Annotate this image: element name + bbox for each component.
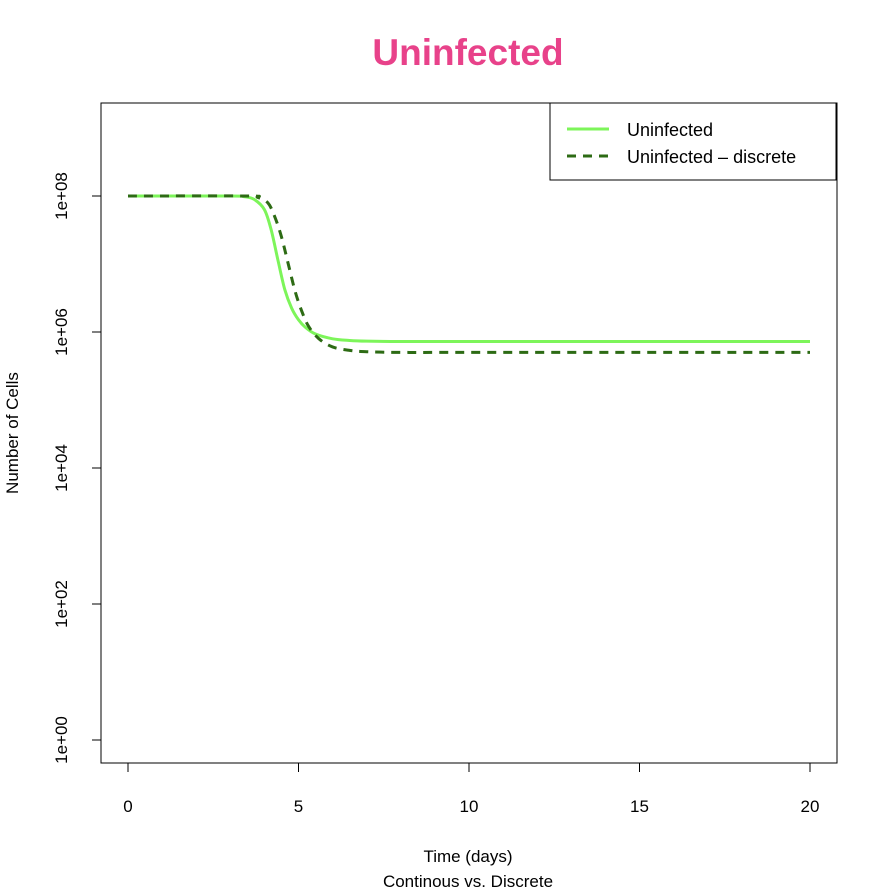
x-tick-label: 20 — [801, 797, 820, 816]
x-axis-label: Time (days) — [423, 847, 512, 866]
x-tick-label: 15 — [630, 797, 649, 816]
y-axis-label: Number of Cells — [3, 372, 22, 494]
legend: Uninfected Uninfected – discrete — [549, 102, 837, 181]
y-tick-label: 1e+00 — [52, 716, 71, 764]
y-axis: 1e+00 1e+02 1e+04 1e+06 1e+08 — [52, 172, 102, 764]
legend-label-uninfected-discrete: Uninfected – discrete — [627, 147, 796, 167]
x-axis: 0 5 10 15 20 — [123, 762, 820, 816]
series-layer — [127, 194, 810, 354]
plot-area-frame — [100, 102, 838, 764]
x-tick-label: 0 — [123, 797, 132, 816]
x-tick-label: 5 — [294, 797, 303, 816]
y-tick-label: 1e+06 — [52, 308, 71, 356]
chart-title: Uninfected — [372, 32, 563, 73]
legend-label-uninfected: Uninfected — [627, 120, 713, 140]
series-line-uninfected — [127, 194, 810, 344]
y-tick-label: 1e+02 — [52, 580, 71, 628]
y-tick-label: 1e+04 — [52, 444, 71, 492]
chart-subtitle: Continous vs. Discrete — [383, 872, 553, 891]
x-tick-label: 10 — [460, 797, 479, 816]
legend-box — [549, 102, 837, 181]
y-tick-label: 1e+08 — [52, 172, 71, 220]
series-line-uninfected-discrete — [127, 194, 810, 354]
